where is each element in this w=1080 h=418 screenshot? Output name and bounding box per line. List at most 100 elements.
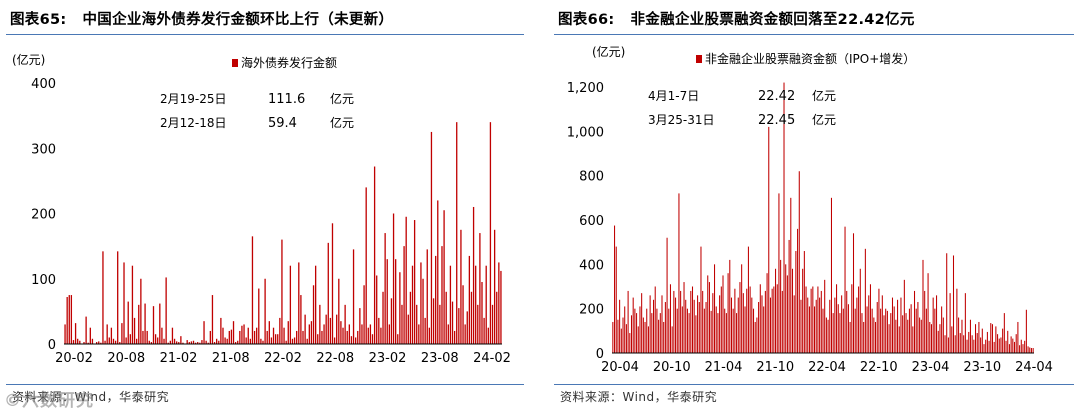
bar <box>769 297 771 353</box>
bar <box>489 122 492 345</box>
bar <box>447 324 449 344</box>
x-tick-label: 22-10 <box>860 360 898 375</box>
bar <box>298 262 300 344</box>
bar <box>190 341 193 344</box>
bar <box>150 342 153 344</box>
bar <box>152 306 155 344</box>
bar <box>858 286 860 353</box>
y-tick-label: 400 <box>579 258 604 273</box>
bar <box>983 344 985 353</box>
bar <box>897 299 899 353</box>
bar <box>717 313 719 353</box>
bar <box>281 239 283 344</box>
bar <box>812 286 814 353</box>
bar <box>922 259 924 353</box>
annotation-date: 3月25-31日 <box>648 113 715 127</box>
bar <box>734 288 736 353</box>
bar <box>369 324 372 344</box>
bar <box>932 297 934 353</box>
bar <box>668 308 670 353</box>
bar <box>732 308 734 353</box>
bar <box>477 304 479 344</box>
bar <box>644 321 646 353</box>
y-tick-label: 0 <box>48 338 56 353</box>
bar <box>727 273 729 353</box>
annotation-value: 22.42 <box>758 89 795 104</box>
bar <box>703 308 705 353</box>
bar <box>165 277 167 344</box>
bar <box>754 321 756 353</box>
bar <box>74 323 77 344</box>
bar <box>919 317 921 353</box>
bar <box>842 308 844 353</box>
bar <box>1003 313 1005 353</box>
bar <box>346 330 348 344</box>
bar <box>321 330 323 344</box>
bar <box>693 299 695 353</box>
bar <box>333 337 336 345</box>
bar <box>100 342 102 344</box>
bar <box>710 310 712 353</box>
bar <box>627 290 629 353</box>
bar <box>371 334 374 344</box>
bar <box>397 334 399 344</box>
bar <box>169 340 171 344</box>
bar <box>68 295 70 344</box>
y-tick-label: 600 <box>579 214 604 229</box>
bar <box>64 324 66 344</box>
bar <box>138 304 140 344</box>
bar <box>456 122 458 345</box>
chart-title: 图表65: 中国企业海外债券发行金额环比上行（未更新） <box>10 8 393 29</box>
bar <box>256 327 258 344</box>
bar <box>637 326 639 353</box>
bar <box>681 306 683 353</box>
annotation-unit: 亿元 <box>330 91 354 106</box>
bar <box>861 313 863 353</box>
bar <box>642 317 644 353</box>
annotation-value: 111.6 <box>268 92 305 107</box>
bar <box>1017 321 1019 353</box>
bar <box>329 317 332 344</box>
bar <box>661 295 663 353</box>
bar <box>352 249 355 344</box>
bar <box>266 330 268 344</box>
bar <box>758 302 760 353</box>
bar <box>944 335 946 353</box>
bar <box>930 324 932 353</box>
bar <box>676 308 678 353</box>
bar <box>176 341 178 344</box>
bar <box>361 324 363 344</box>
bar <box>986 331 988 353</box>
bar <box>805 286 807 353</box>
bar <box>978 321 980 353</box>
bar <box>472 206 475 344</box>
bar <box>131 265 134 344</box>
bar <box>737 297 739 353</box>
bar <box>995 326 997 353</box>
bar <box>211 295 214 344</box>
bar <box>781 290 783 353</box>
bar <box>820 290 822 353</box>
bar <box>952 255 955 353</box>
bar <box>802 268 804 353</box>
bar <box>864 248 866 353</box>
bar <box>829 299 831 353</box>
bar <box>844 226 846 353</box>
bar <box>785 264 787 353</box>
bar <box>964 293 966 353</box>
bar <box>775 268 777 353</box>
bar <box>468 255 471 344</box>
bar <box>119 342 121 344</box>
bar <box>142 330 144 344</box>
bar <box>180 336 182 344</box>
bar <box>697 295 699 353</box>
bar <box>819 297 821 353</box>
title-rule <box>6 34 524 35</box>
bar <box>355 337 357 345</box>
bar <box>695 315 697 353</box>
bar <box>905 313 907 353</box>
bar <box>357 330 359 344</box>
bar <box>917 302 919 353</box>
title-text: 非金融企业股票融资金额回落至22.42亿元 <box>630 12 915 28</box>
bar <box>725 313 727 353</box>
